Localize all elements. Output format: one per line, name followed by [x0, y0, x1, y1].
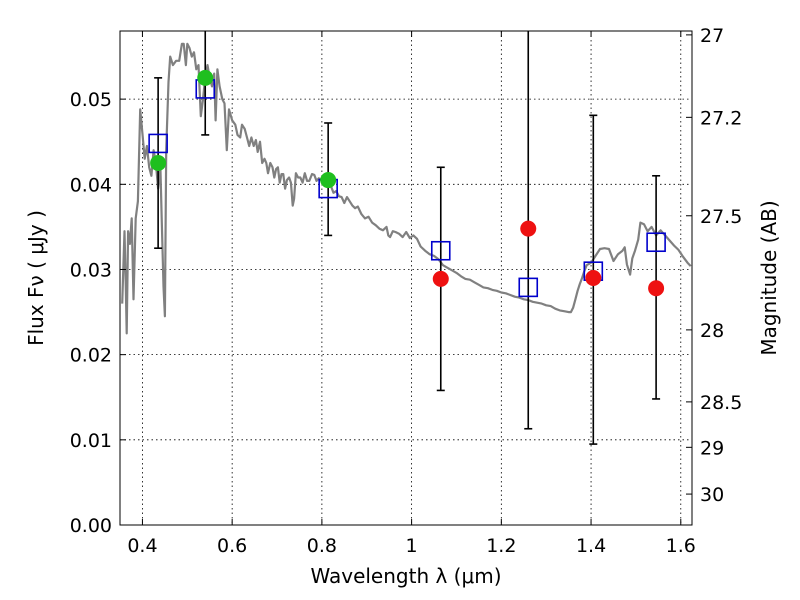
y2-tick-label: 30: [700, 484, 724, 506]
x-tick-label: 1.2: [486, 535, 516, 557]
red-point: [432, 270, 449, 287]
model-square-marker: [518, 277, 539, 298]
model-square-marker: [430, 240, 451, 261]
series: [121, 31, 692, 445]
y2-tick-label: 28.5: [700, 392, 742, 414]
y2-tick-label: 27.2: [700, 107, 742, 129]
y2-axis-title: Magnitude (AB): [757, 200, 781, 355]
green-point: [320, 172, 337, 189]
y-tick-label: 0.05: [70, 89, 112, 111]
y-tick-label: 0.00: [70, 515, 112, 537]
y2-tick-label: 27: [700, 25, 724, 47]
y2-tick-label: 29: [700, 437, 724, 459]
x-tick-label: 1: [406, 535, 418, 557]
spectrum-line: [121, 42, 692, 335]
green-point: [197, 69, 214, 86]
plot-frame: [119, 30, 693, 526]
y2-tick-label: 27.5: [700, 206, 742, 228]
y-tick-label: 0.02: [70, 345, 112, 367]
green-point: [150, 155, 167, 172]
x-tick-label: 0.4: [127, 535, 157, 557]
x-tick-label: 1.4: [576, 535, 606, 557]
red-point: [585, 270, 602, 286]
ticks: 0.4 0.6 0.8 1 1.2 1.4 1.6 0.00 0.01 0.02 0.03 0.04 0…: [70, 25, 743, 557]
x-tick-label: 0.8: [307, 535, 337, 557]
red-point: [648, 280, 665, 297]
y-tick-label: 0.01: [70, 430, 112, 452]
x-tick-label: 0.6: [217, 535, 247, 557]
x-axis-title: Wavelength λ (μm): [310, 564, 501, 588]
red-point: [520, 220, 537, 237]
y-tick-label: 0.03: [70, 259, 112, 281]
model-square-marker: [148, 133, 168, 154]
y-tick-label: 0.04: [70, 174, 112, 196]
y-axis-title: Flux Fν ( μJy ): [24, 210, 48, 346]
x-tick-label: 1.6: [666, 535, 696, 557]
y2-tick-label: 28: [700, 320, 724, 342]
model-square-marker: [646, 232, 666, 253]
